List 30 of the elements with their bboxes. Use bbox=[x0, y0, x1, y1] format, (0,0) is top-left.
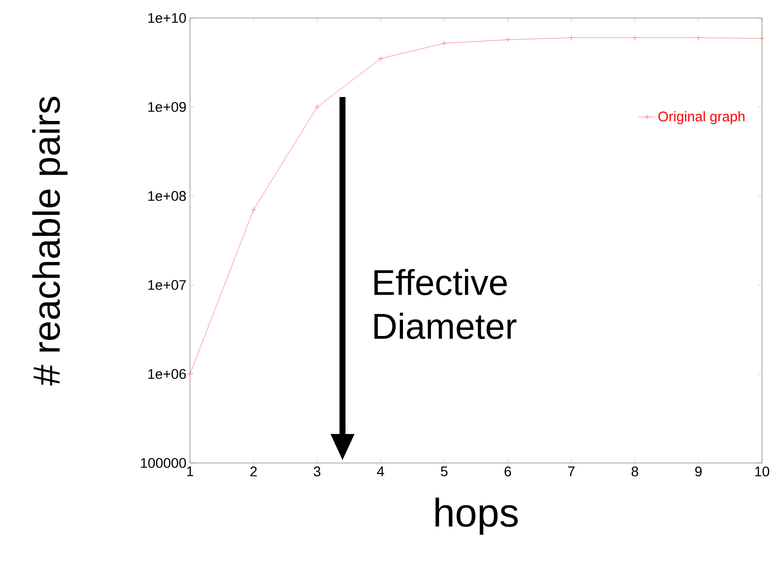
point bbox=[250, 207, 256, 212]
y-tick-label: 1e+06 bbox=[148, 369, 186, 379]
point bbox=[378, 56, 384, 62]
point bbox=[568, 35, 574, 40]
x-tick-label: 8 bbox=[632, 466, 638, 476]
x-tick-label: 4 bbox=[377, 466, 384, 476]
point bbox=[759, 36, 765, 42]
point bbox=[314, 104, 320, 110]
annotation: Effective Diameter bbox=[374, 268, 516, 340]
x-tick-label: 2 bbox=[250, 466, 257, 476]
y-tick-label: 1e+07 bbox=[148, 280, 186, 290]
y-axis-title: # reachable pairs bbox=[32, 96, 68, 386]
x-tick-label: 3 bbox=[314, 466, 320, 476]
x-tick-label: 7 bbox=[568, 466, 575, 476]
x-tick-label: 9 bbox=[695, 466, 702, 476]
x-tick-label: 6 bbox=[504, 466, 512, 476]
x-axis-title: hops bbox=[436, 498, 518, 535]
x-tick-label: 5 bbox=[440, 466, 448, 476]
y-tick-label: 1e+08 bbox=[148, 191, 186, 201]
point bbox=[442, 40, 447, 46]
y-tick-label: 1e+09 bbox=[148, 102, 186, 112]
y-tick-label: 100000 bbox=[141, 458, 186, 468]
legend-label: Original graph bbox=[658, 111, 744, 124]
point bbox=[632, 35, 638, 40]
y-tick-label: 1e+10 bbox=[148, 13, 186, 23]
x-tick-label: 10 bbox=[755, 466, 770, 476]
x-tick-label: 1 bbox=[187, 466, 194, 476]
point bbox=[187, 371, 193, 377]
point bbox=[696, 35, 702, 40]
point bbox=[505, 37, 510, 42]
